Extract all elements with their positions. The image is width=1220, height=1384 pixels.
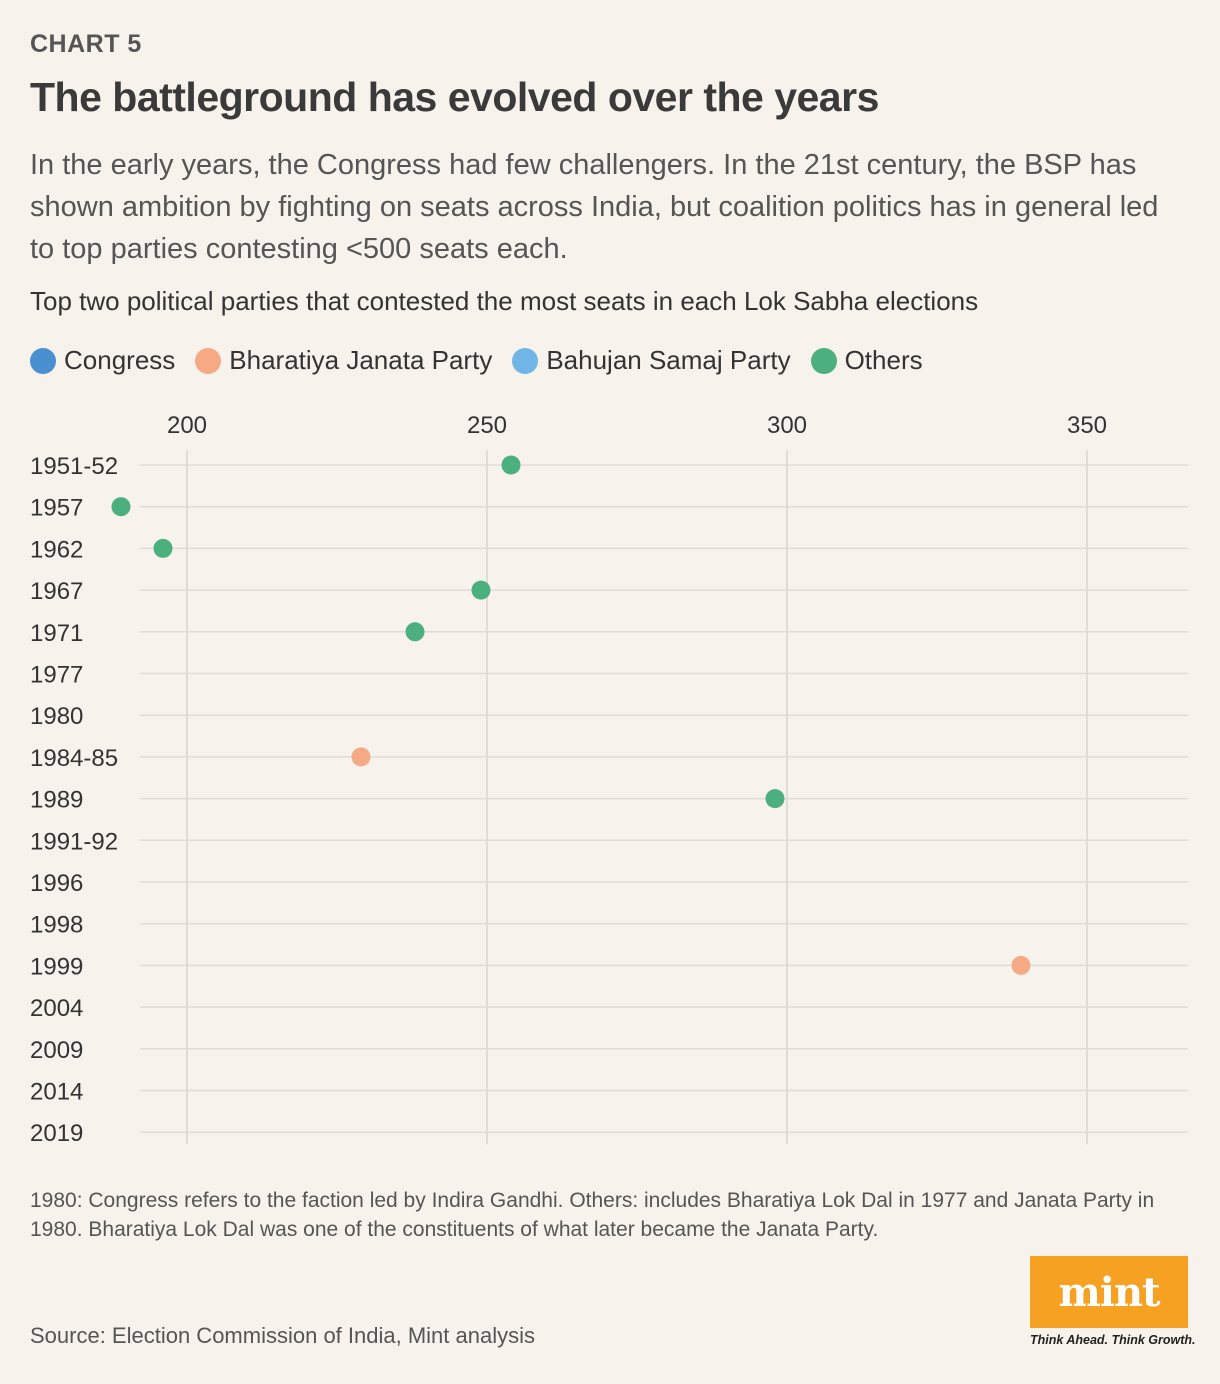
legend-label-congress: Congress (64, 345, 176, 375)
chart-subtitle: In the early years, the Congress had few… (30, 149, 1159, 265)
y-category-label: 1984-85 (30, 745, 118, 772)
dot-others-1989 (765, 789, 785, 809)
y-category-label: 2009 (30, 1037, 83, 1064)
legend-item-bsp: Bahujan Samaj Party (512, 345, 791, 376)
legend-item-others: Others (810, 345, 923, 376)
dot-others-1962 (153, 538, 173, 558)
dot-bharatiya-janata-party-1984-85 (351, 747, 371, 767)
y-category-label: 2004 (30, 995, 83, 1022)
legend: Congress Bharatiya Janata Party Bahujan … (30, 345, 943, 376)
mint-logo: mint (1030, 1256, 1188, 1328)
x-tick-label: 200 (167, 412, 207, 439)
chart-kicker: CHART 5 (30, 30, 142, 58)
chart-description: Top two political parties that contested… (30, 286, 979, 316)
dot-bharatiya-janata-party-1999 (1011, 955, 1031, 975)
y-category-label: 1991-92 (30, 828, 118, 855)
dot-others-1967 (471, 580, 491, 600)
y-category-label: 1980 (30, 703, 83, 730)
dot-others-1951-52 (501, 455, 521, 475)
y-category-label: 1977 (30, 662, 83, 689)
y-category-label: 2019 (30, 1120, 83, 1147)
y-category-label: 1962 (30, 536, 83, 563)
y-category-label: 1951-52 (30, 453, 118, 480)
footnote: 1980: Congress refers to the faction led… (30, 1189, 1155, 1241)
legend-item-bjp: Bharatiya Janata Party (195, 345, 492, 376)
y-category-label: 1998 (30, 912, 83, 939)
legend-swatch-congress (30, 347, 56, 374)
x-tick-label: 250 (467, 412, 507, 439)
y-category-label: 1957 (30, 495, 83, 522)
logo-tagline: Think Ahead. Think Growth. (1030, 1333, 1196, 1347)
legend-label-bjp: Bharatiya Janata Party (229, 345, 493, 375)
dot-plot: 2002503003504004505001951-52195719621967… (30, 412, 1188, 1147)
y-category-label: 1996 (30, 870, 83, 897)
legend-item-congress: Congress (30, 345, 175, 376)
chart-title: The battleground has evolved over the ye… (30, 74, 879, 120)
source-note: Source: Election Commission of India, Mi… (30, 1323, 535, 1348)
y-category-label: 1967 (30, 578, 83, 605)
legend-label-others: Others (844, 345, 923, 375)
legend-label-bsp: Bahujan Samaj Party (546, 345, 791, 375)
dot-others-1971 (405, 622, 425, 642)
y-category-label: 1971 (30, 620, 83, 647)
x-tick-label: 300 (767, 412, 807, 439)
x-tick-label: 350 (1067, 412, 1107, 439)
y-category-label: 1989 (30, 787, 83, 814)
y-category-label: 2014 (30, 1079, 83, 1106)
dot-others-1957 (111, 497, 131, 517)
legend-swatch-others (810, 347, 837, 374)
legend-swatch-bsp (512, 347, 539, 374)
y-category-label: 1999 (30, 953, 83, 980)
logo-text: mint (1058, 1268, 1160, 1316)
legend-swatch-bjp (195, 347, 222, 374)
